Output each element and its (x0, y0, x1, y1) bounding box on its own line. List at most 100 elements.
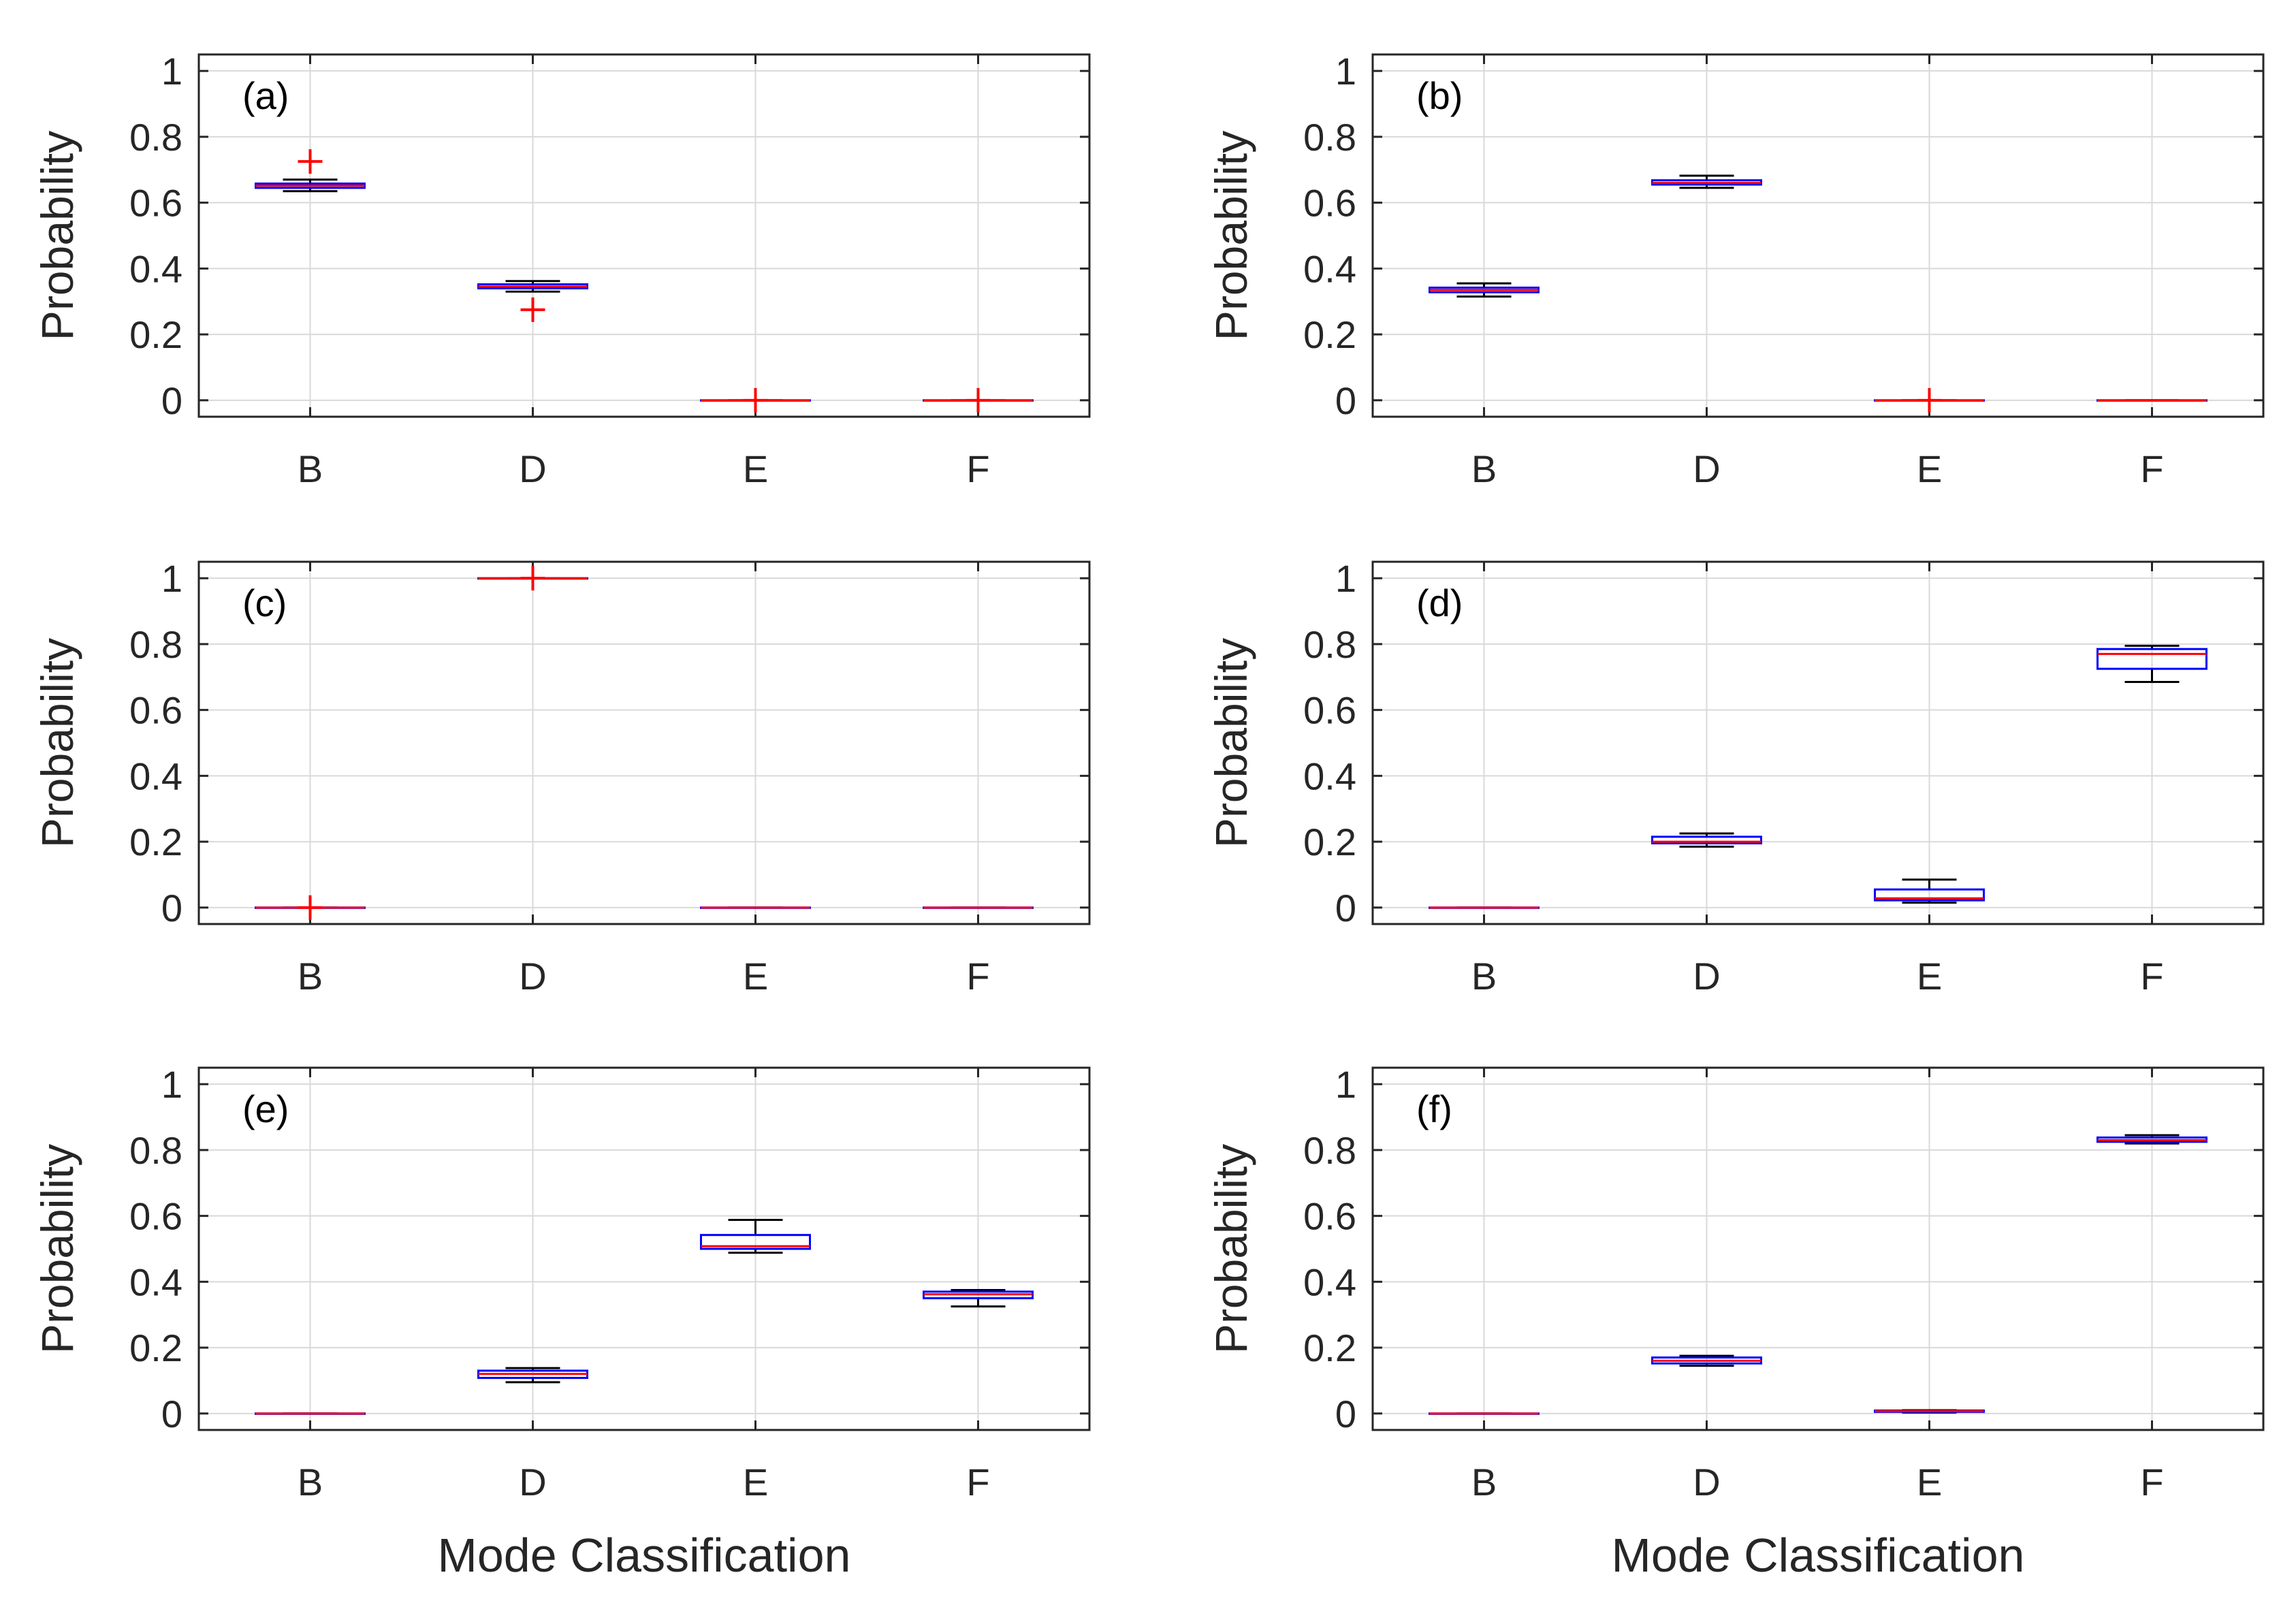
box-rect (1651, 836, 1762, 845)
x-tick-label: D (519, 955, 546, 998)
box-B (1429, 282, 1540, 298)
outlier-marker (743, 387, 768, 413)
x-tick-label: B (298, 1461, 323, 1503)
box-B (255, 149, 366, 193)
y-tick-label: 0 (161, 887, 182, 929)
x-tick-label: E (743, 955, 768, 998)
y-axis-label: Probability (32, 131, 82, 340)
y-axis-label: Probability (1206, 131, 1256, 340)
chart-panel-d: 0 0.2 0.4 0.6 0.8 1 B D E F Probability (d) (1206, 557, 2265, 998)
panel-label: (b) (1416, 74, 1463, 117)
x-tick-label: E (743, 1461, 768, 1503)
outlier-marker (520, 566, 545, 591)
y-tick-label: 0.4 (1303, 1260, 1356, 1303)
box-D (1651, 1354, 1762, 1367)
x-tick-label: F (966, 1461, 989, 1503)
x-tick-label: F (2140, 447, 2163, 490)
chart-panel-f: 0 0.2 0.4 0.6 0.8 1 B D E F Probability Mode Classi… (1206, 1063, 2265, 1582)
box-rect (1874, 888, 1985, 902)
y-tick-label: 0.4 (129, 247, 182, 290)
y-tick-label: 0.4 (129, 754, 182, 797)
y-tick-label: 0.8 (129, 623, 182, 666)
x-tick-label: E (1917, 955, 1942, 998)
outlier-marker (966, 387, 991, 413)
box-D (1651, 174, 1762, 189)
y-tick-label: 0.4 (1303, 247, 1356, 290)
box-rect (2096, 648, 2207, 670)
chart-panel-a: 0 0.2 0.4 0.6 0.8 1 B D E F Probability (a) (32, 50, 1091, 490)
box-B (255, 895, 366, 920)
outlier-marker (298, 149, 323, 174)
x-tick-label: B (1471, 447, 1497, 490)
outlier-marker (298, 895, 323, 920)
y-tick-label: 0.6 (1303, 1195, 1356, 1238)
axes-frame (197, 560, 1091, 925)
axes-frame (1371, 560, 2265, 925)
chart-panel-c: 0 0.2 0.4 0.6 0.8 1 B D E F Probability (c) (32, 557, 1091, 998)
y-tick-label: 1 (161, 1063, 182, 1106)
box-D (477, 566, 588, 591)
chart-panel-e: 0 0.2 0.4 0.6 0.8 1 B D E F Probability Mode Classi… (32, 1063, 1091, 1582)
x-tick-label: D (519, 1461, 546, 1503)
x-tick-label: D (1693, 955, 1720, 998)
x-tick-label: E (1917, 447, 1942, 490)
x-tick-label: B (1471, 955, 1497, 998)
y-tick-label: 0 (161, 1393, 182, 1435)
x-tick-label: B (298, 447, 323, 490)
outlier-marker (1917, 387, 1942, 413)
y-tick-label: 0 (1335, 379, 1356, 422)
x-tick-label: E (743, 447, 768, 490)
y-tick-label: 0.2 (1303, 313, 1356, 356)
y-tick-label: 0 (1335, 887, 1356, 929)
y-axis-label: Probability (1206, 638, 1256, 848)
box-F (2096, 399, 2207, 402)
x-tick-label: F (966, 955, 989, 998)
y-tick-label: 1 (161, 50, 182, 93)
x-axis-label: Mode Classification (1612, 1529, 2025, 1582)
outlier-marker (520, 297, 545, 322)
axes-frame (197, 53, 1091, 418)
x-tick-label: F (2140, 1461, 2163, 1503)
y-tick-label: 0.4 (129, 1260, 182, 1303)
x-tick-label: B (298, 955, 323, 998)
chart-panel-b: 0 0.2 0.4 0.6 0.8 1 B D E F Probability (b) (1206, 50, 2265, 490)
x-tick-label: B (1471, 1461, 1497, 1503)
box-F (923, 387, 1034, 413)
y-tick-label: 0.4 (1303, 754, 1356, 797)
axes-frame (197, 1066, 1091, 1431)
y-tick-label: 0.2 (129, 313, 182, 356)
box-E (700, 387, 811, 413)
y-tick-label: 0 (161, 379, 182, 422)
box-F (2096, 1134, 2207, 1145)
y-axis-label: Probability (32, 638, 82, 848)
x-axis-label: Mode Classification (438, 1529, 851, 1582)
y-axis-label: Probability (1206, 1144, 1256, 1354)
y-tick-label: 0.8 (1303, 1129, 1356, 1172)
y-tick-label: 1 (1335, 557, 1356, 600)
y-tick-label: 1 (1335, 50, 1356, 93)
panel-label: (a) (242, 74, 289, 117)
x-tick-label: F (966, 447, 989, 490)
y-tick-label: 0.2 (129, 821, 182, 863)
y-tick-label: 0.6 (1303, 689, 1356, 732)
box-F (923, 1288, 1034, 1308)
y-tick-label: 0.8 (129, 116, 182, 159)
box-rect (700, 1234, 811, 1250)
y-tick-label: 0.6 (1303, 182, 1356, 225)
axes-frame (1371, 53, 2265, 418)
x-tick-label: D (1693, 1461, 1720, 1503)
panel-label: (c) (242, 582, 287, 624)
x-tick-label: E (1917, 1461, 1942, 1503)
y-tick-label: 1 (1335, 1063, 1356, 1106)
box-D (477, 280, 588, 322)
y-tick-label: 0.8 (129, 1129, 182, 1172)
y-tick-label: 0.2 (1303, 1326, 1356, 1369)
box-D (1651, 832, 1762, 848)
y-tick-label: 0.2 (1303, 821, 1356, 863)
box-E (1874, 1409, 1985, 1414)
y-tick-label: 0.6 (129, 689, 182, 732)
y-tick-label: 0.8 (1303, 623, 1356, 666)
y-tick-label: 1 (161, 557, 182, 600)
y-tick-label: 0.6 (129, 1195, 182, 1238)
